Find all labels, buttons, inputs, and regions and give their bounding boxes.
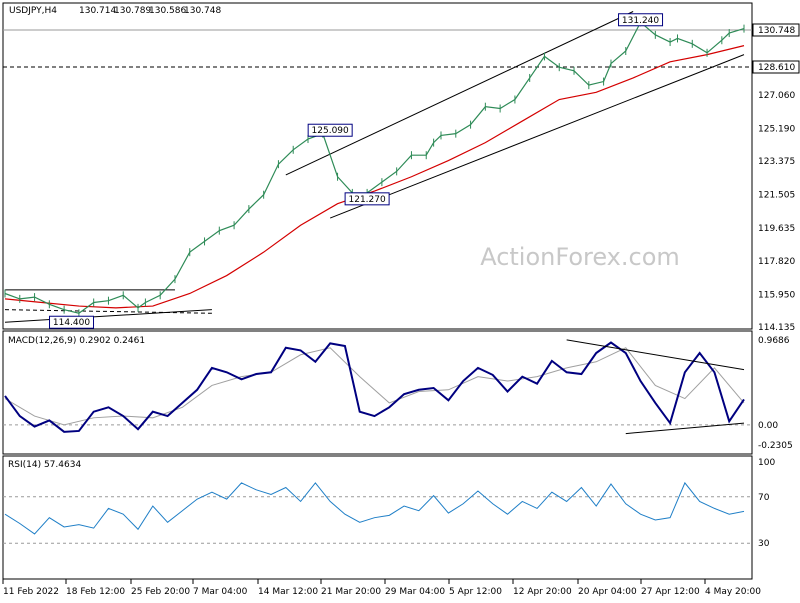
macd-label: MACD(12,26,9) 0.2902 0.2461 [8, 336, 145, 346]
range-lower-line [4, 309, 212, 323]
header-low: 130.586 [149, 6, 186, 16]
rsi-label: RSI(14) 57.4634 [8, 460, 81, 470]
x-tick-label: 20 Apr 04:00 [578, 587, 637, 597]
x-tick-label: 18 Feb 12:00 [66, 587, 125, 597]
price-tick-label: 115.950 [758, 290, 795, 300]
level-label: 131.240 [622, 16, 659, 26]
level-label: 114.400 [53, 318, 90, 328]
price-tick-label: 114.135 [758, 323, 795, 333]
price-plot: 131.240 125.090 121.270 114.400 [3, 11, 752, 329]
x-tick-label: 29 Mar 04:00 [385, 587, 445, 597]
rsi-tick-label: 30 [758, 539, 770, 549]
macd-tick-label: 0.00 [758, 421, 778, 431]
macd-panel-frame [2, 330, 753, 455]
header-close: 130.748 [184, 6, 221, 16]
x-tick-label: 5 Apr 12:00 [449, 587, 502, 597]
channel-upper-line [285, 11, 634, 176]
macd-triangle-upper [566, 339, 745, 371]
x-tick-label: 14 Mar 12:00 [258, 587, 318, 597]
rsi-panel-frame [2, 455, 753, 580]
macd-plot [3, 339, 752, 435]
price-tick-label: 128.610 [758, 63, 795, 73]
price-tick-label: 117.820 [758, 257, 795, 267]
level-label-box [344, 192, 390, 206]
macd-tick-label: -0.2305 [758, 441, 793, 451]
macd-line [4, 341, 745, 433]
moving-average-line [4, 45, 745, 309]
price-tick-label: 119.635 [758, 224, 795, 234]
macd-tick-label: 0.9686 [758, 336, 790, 346]
x-tick-label: 4 May 20:00 [705, 587, 761, 597]
price-tick-label: 130.748 [758, 26, 795, 36]
x-tick-label: 25 Feb 20:00 [131, 587, 190, 597]
header-high: 130.789 [114, 6, 151, 16]
header: USDJPY,H4 130.714 130.789 130.586 130.74… [9, 6, 221, 16]
price-tick-label: 123.375 [758, 157, 795, 167]
macd-triangle-lower [625, 422, 745, 435]
price-tick-label: 121.505 [758, 191, 795, 201]
level-label-box [307, 123, 353, 137]
macd-signal-line [4, 347, 745, 426]
rsi-line [4, 481, 745, 535]
rsi-plot [3, 481, 752, 544]
x-tick-label: 21 Mar 20:00 [321, 587, 381, 597]
rsi-tick-label: 100 [758, 458, 775, 468]
level-label: 121.270 [349, 195, 386, 205]
rsi-tick-label: 70 [758, 493, 770, 503]
x-tick-label: 27 Apr 12:00 [641, 587, 700, 597]
price-line [4, 21, 745, 314]
price-axis-marker [752, 23, 800, 37]
header-open: 130.714 [79, 6, 116, 16]
level-label-box [49, 315, 95, 329]
x-tick-label: 12 Apr 20:00 [513, 587, 572, 597]
x-tick-label: 11 Feb 2022 [3, 587, 59, 597]
channel-lower-line [329, 54, 745, 219]
price-tick-label: 125.190 [758, 124, 795, 134]
price-axis-marker [752, 60, 800, 74]
level-label: 125.090 [312, 126, 349, 136]
axes: 130.748 128.610 127.060 125.190 123.375 121.5… [2, 23, 800, 597]
watermark: ActionForex.com [480, 243, 680, 271]
x-tick-label: 7 Mar 04:00 [193, 587, 248, 597]
price-panel-frame [2, 2, 753, 330]
level-label-box [618, 13, 664, 27]
header-symbol: USDJPY,H4 [9, 6, 57, 16]
price-tick-label: 127.060 [758, 91, 795, 101]
